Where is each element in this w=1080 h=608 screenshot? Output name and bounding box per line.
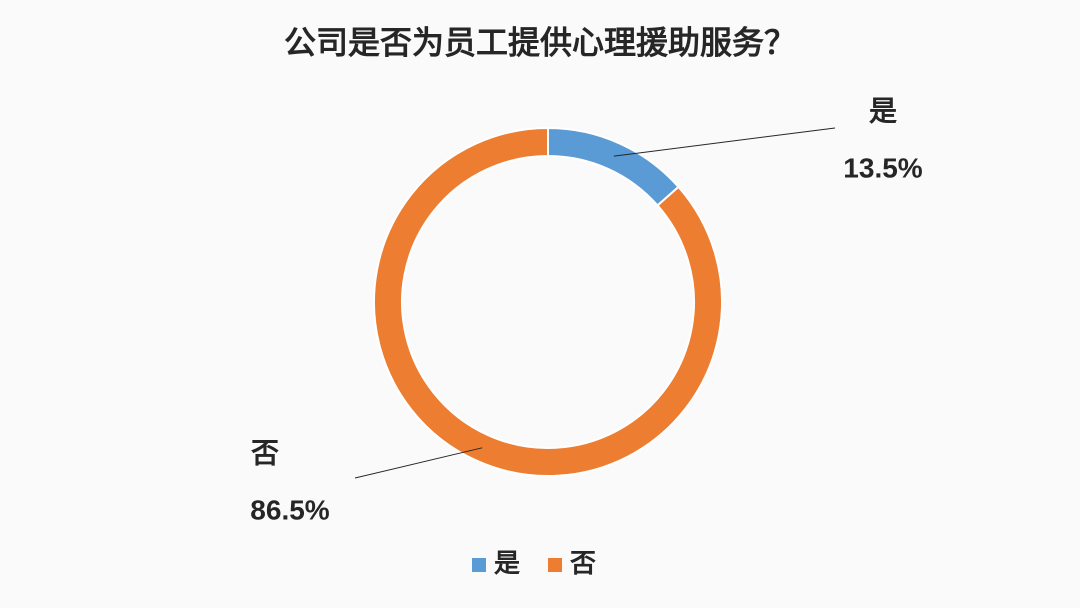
leader-line bbox=[354, 447, 483, 479]
data-label-value: 13.5% bbox=[843, 152, 922, 183]
data-label-category: 否 bbox=[251, 437, 279, 468]
data-label-value: 86.5% bbox=[250, 494, 329, 525]
legend-swatch bbox=[472, 558, 486, 572]
data-label-category: 是 bbox=[869, 95, 897, 126]
leader-line bbox=[613, 127, 836, 157]
legend-label: 是 bbox=[494, 548, 520, 578]
donut-segment bbox=[373, 126, 723, 477]
chart-title: 公司是否为员工提供心理援助服务？ bbox=[284, 24, 796, 60]
legend-label: 否 bbox=[570, 548, 596, 578]
legend-swatch bbox=[548, 558, 562, 572]
